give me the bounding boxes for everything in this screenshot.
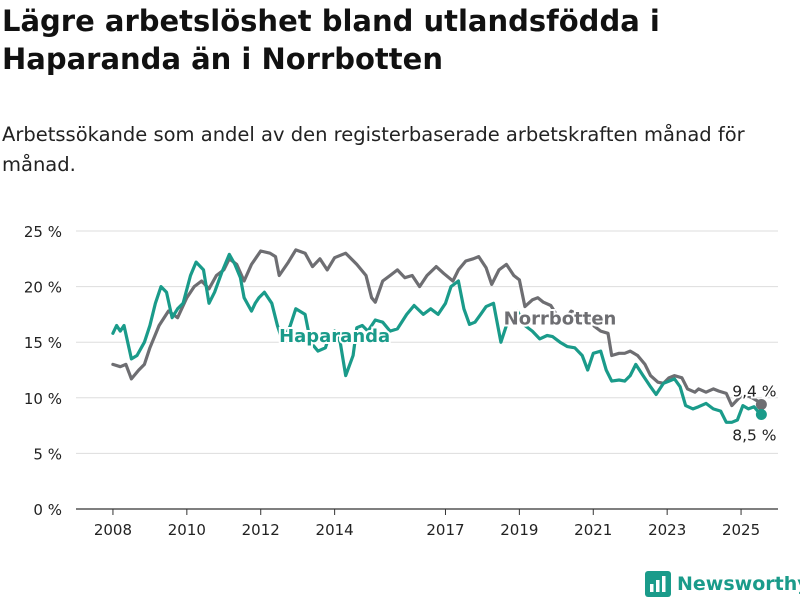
x-tick-label: 2012: [242, 521, 280, 539]
x-tick-label: 2017: [426, 521, 464, 539]
y-tick-label: 10 %: [24, 390, 62, 408]
chart-subtitle: Arbetssökande som andel av den registerb…: [2, 123, 745, 176]
x-tick-label: 2010: [168, 521, 206, 539]
series-label-norrbotten: Norrbotten: [504, 308, 617, 329]
chart-title: Lägre arbetslöshet bland utlandsfödda i …: [2, 4, 660, 76]
end-point-haparanda: [755, 408, 767, 420]
y-tick-label: 5 %: [33, 445, 62, 463]
x-tick-label: 2025: [722, 521, 760, 539]
x-tick-label: 2019: [500, 521, 538, 539]
brand-name: Newsworthy: [677, 573, 800, 595]
series-line-haparanda: [111, 252, 763, 424]
series-labels: Haparanda Norrbotten 9,4 % 8,5 %: [277, 306, 778, 446]
y-tick-label: 25 %: [24, 223, 62, 241]
x-tick-label: 2008: [94, 521, 132, 539]
series-lines: [111, 248, 767, 424]
series-label-haparanda: Haparanda: [279, 326, 390, 347]
y-tick-label: 0 %: [33, 501, 62, 519]
x-tick-label: 2023: [648, 521, 686, 539]
newsworthy-logo[interactable]: Newsworthy: [645, 569, 800, 599]
axes: 0 % 5 % 10 % 15 % 20 % 25 % 2008 2010 2012 2014 20…: [24, 223, 760, 539]
grid-lines: [76, 230, 778, 510]
y-tick-label: 20 %: [24, 279, 62, 297]
x-tick-label: 2021: [574, 521, 612, 539]
end-value-haparanda: 8,5 %: [732, 426, 776, 444]
bar-chart-logo-icon: [645, 571, 671, 597]
x-tick-label: 2014: [316, 521, 354, 539]
end-value-norrbotten: 9,4 %: [732, 382, 776, 400]
y-tick-label: 15 %: [24, 334, 62, 352]
end-point-norrbotten: [755, 398, 767, 410]
